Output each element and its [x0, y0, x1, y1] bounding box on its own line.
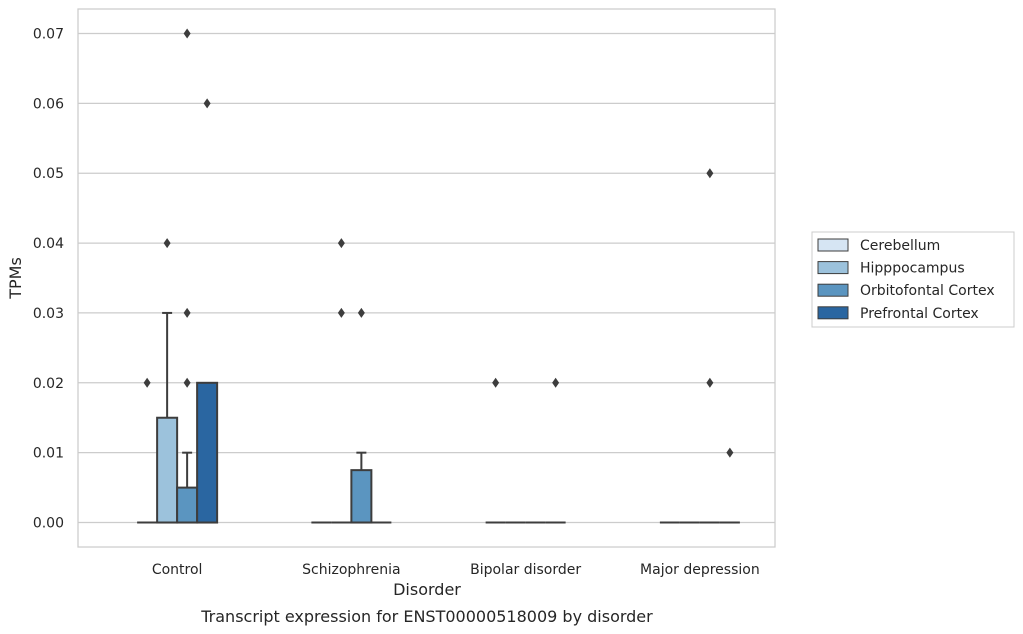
- y-tick-label: 0.01: [33, 446, 64, 462]
- x-tick-label: Bipolar disorder: [470, 562, 581, 578]
- box-group: [176, 28, 199, 524]
- outlier-point: [726, 447, 734, 458]
- outlier-point: [143, 377, 151, 388]
- y-tick-label: 0.07: [33, 26, 64, 42]
- x-tick-label: Major depression: [640, 562, 760, 578]
- outlier-point: [552, 377, 560, 388]
- x-axis-label: Disorder: [393, 580, 461, 599]
- box-group: [719, 447, 740, 524]
- box-group: [196, 98, 219, 524]
- box-group: [137, 377, 158, 524]
- legend-swatch: [817, 306, 849, 320]
- box: [156, 416, 179, 524]
- legend-label: Prefrontal Cortex: [860, 306, 979, 322]
- x-tick-label: Schizophrenia: [302, 562, 400, 578]
- x-tick-labels: Control Schizophrenia Bipolar disorder Majo…: [152, 562, 760, 578]
- outlier-point: [163, 238, 171, 249]
- outlier-point: [357, 307, 365, 318]
- box: [350, 469, 373, 524]
- box-group: [485, 377, 506, 524]
- legend-swatch: [817, 261, 849, 275]
- outlier-point: [183, 377, 191, 388]
- outlier-point: [337, 307, 345, 318]
- legend-swatch: [817, 283, 849, 297]
- box-plots: [137, 28, 740, 524]
- legend-label: Cerebellum: [860, 238, 940, 254]
- outlier-point: [183, 28, 191, 39]
- plot-frame: [77, 8, 776, 548]
- outlier-point: [203, 98, 211, 109]
- outlier-point: [183, 307, 191, 318]
- y-tick-label: 0.05: [33, 166, 64, 182]
- box-group: [545, 377, 566, 524]
- legend-label: Orbitofontal Cortex: [860, 283, 995, 299]
- y-tick-label: 0.02: [33, 376, 64, 392]
- legend-label: Hipppocampus: [860, 261, 965, 277]
- legend: Cerebellum Hipppocampus Orbitofontal Corte…: [811, 231, 1015, 328]
- chart-caption: Transcript expression for ENST0000051800…: [200, 607, 653, 626]
- box-group: [331, 238, 352, 524]
- y-tick-label: 0.04: [33, 236, 64, 252]
- box: [176, 486, 199, 524]
- legend-swatch: [817, 238, 849, 252]
- y-tick-label: 0.00: [33, 516, 64, 532]
- box-group: [156, 238, 179, 524]
- outlier-point: [492, 377, 500, 388]
- outlier-point: [337, 238, 345, 249]
- y-tick-labels: 0.00 0.01 0.02 0.03 0.04 0.05 0.06 0.07: [33, 26, 64, 531]
- outlier-point: [706, 168, 714, 179]
- box: [196, 381, 219, 524]
- box-group: [350, 307, 373, 524]
- outlier-point: [706, 377, 714, 388]
- y-tick-label: 0.06: [33, 96, 64, 112]
- y-tick-label: 0.03: [33, 306, 64, 322]
- x-tick-label: Control: [152, 562, 203, 578]
- box-group: [699, 168, 720, 524]
- y-axis-label: TPMs: [6, 257, 25, 300]
